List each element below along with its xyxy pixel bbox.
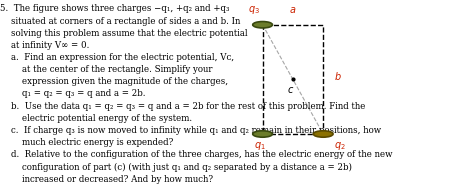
Text: $q_1$: $q_1$ (255, 140, 266, 152)
Circle shape (253, 22, 273, 28)
Text: $q_2$: $q_2$ (334, 140, 346, 152)
Text: $q_3$: $q_3$ (248, 4, 260, 16)
Circle shape (253, 131, 273, 137)
Text: $\it{c}$: $\it{c}$ (287, 85, 294, 95)
Text: $\it{b}$: $\it{b}$ (334, 70, 342, 82)
Circle shape (313, 131, 333, 137)
Bar (263, 25, 323, 134)
Text: 5.  The figure shows three charges −q₁, +q₂ and +q₃
    situated at corners of a: 5. The figure shows three charges −q₁, +… (0, 4, 392, 184)
Text: $\it{a}$: $\it{a}$ (289, 5, 297, 15)
